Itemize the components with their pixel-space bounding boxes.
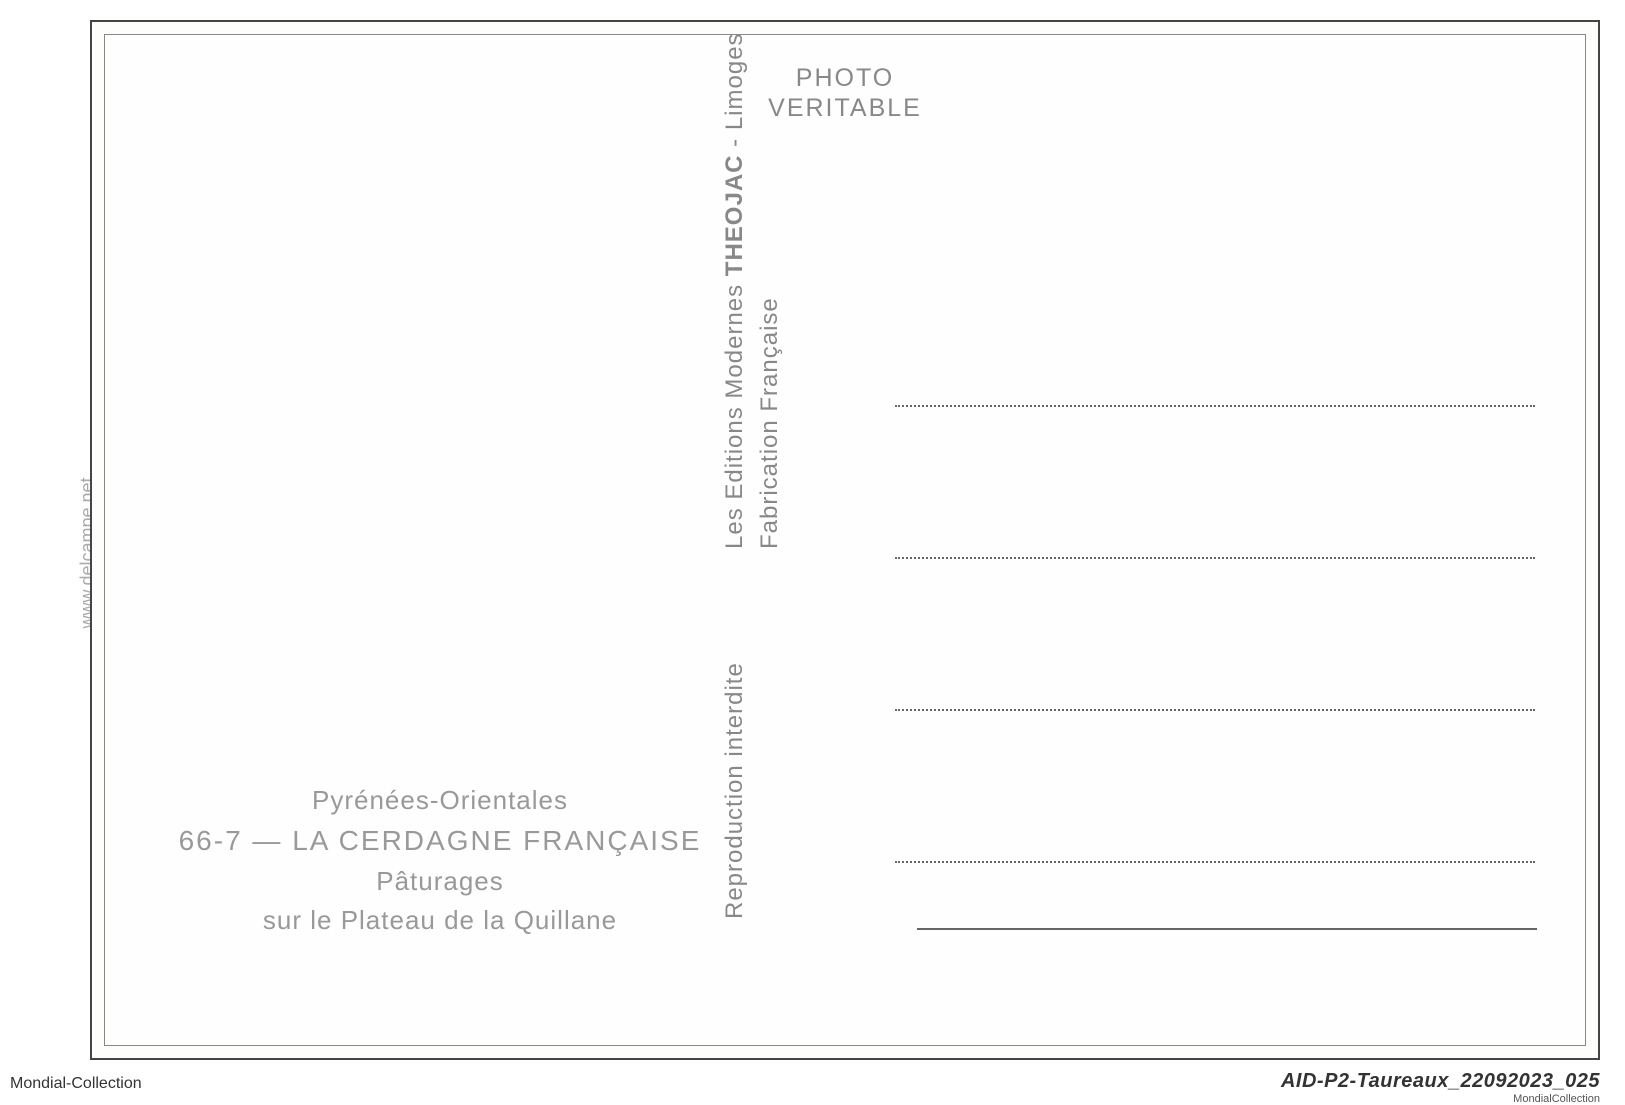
postcard-back: PHOTO VERITABLE Les Editions Modernes TH… — [104, 34, 1586, 1046]
outer-frame: PHOTO VERITABLE Les Editions Modernes TH… — [90, 20, 1600, 1060]
header-line1: PHOTO — [768, 63, 922, 93]
footer-right-sub: MondialCollection — [1513, 1093, 1600, 1105]
address-area — [895, 405, 1535, 1013]
postcard-caption: Pyrénées-Orientales 66-7 — LA CERDAGNE F… — [170, 781, 710, 940]
caption-subtitle2: sur le Plateau de la Quillane — [170, 901, 710, 940]
address-line-4 — [895, 861, 1535, 863]
footer-right: AID-P2-Taureaux_22092023_025 — [1281, 1070, 1600, 1093]
publisher-line1-lower: Reproduction interdite — [721, 662, 749, 919]
footer-left: Mondial-Collection — [10, 1075, 142, 1093]
address-line-3 — [895, 709, 1535, 711]
address-line-1 — [895, 405, 1535, 407]
caption-region: Pyrénées-Orientales — [170, 781, 710, 820]
publisher-line1-upper: Les Editions Modernes THEOJAC - Limoges — [721, 32, 749, 549]
address-line-2 — [895, 557, 1535, 559]
photo-veritable-header: PHOTO VERITABLE — [768, 63, 922, 123]
header-line2: VERITABLE — [768, 93, 922, 123]
caption-subtitle1: Pâturages — [170, 862, 710, 901]
caption-title-line: 66-7 — LA CERDAGNE FRANÇAISE — [170, 820, 710, 862]
address-solid-line — [917, 928, 1537, 930]
publisher-line2-upper: Fabrication Française — [756, 297, 784, 549]
